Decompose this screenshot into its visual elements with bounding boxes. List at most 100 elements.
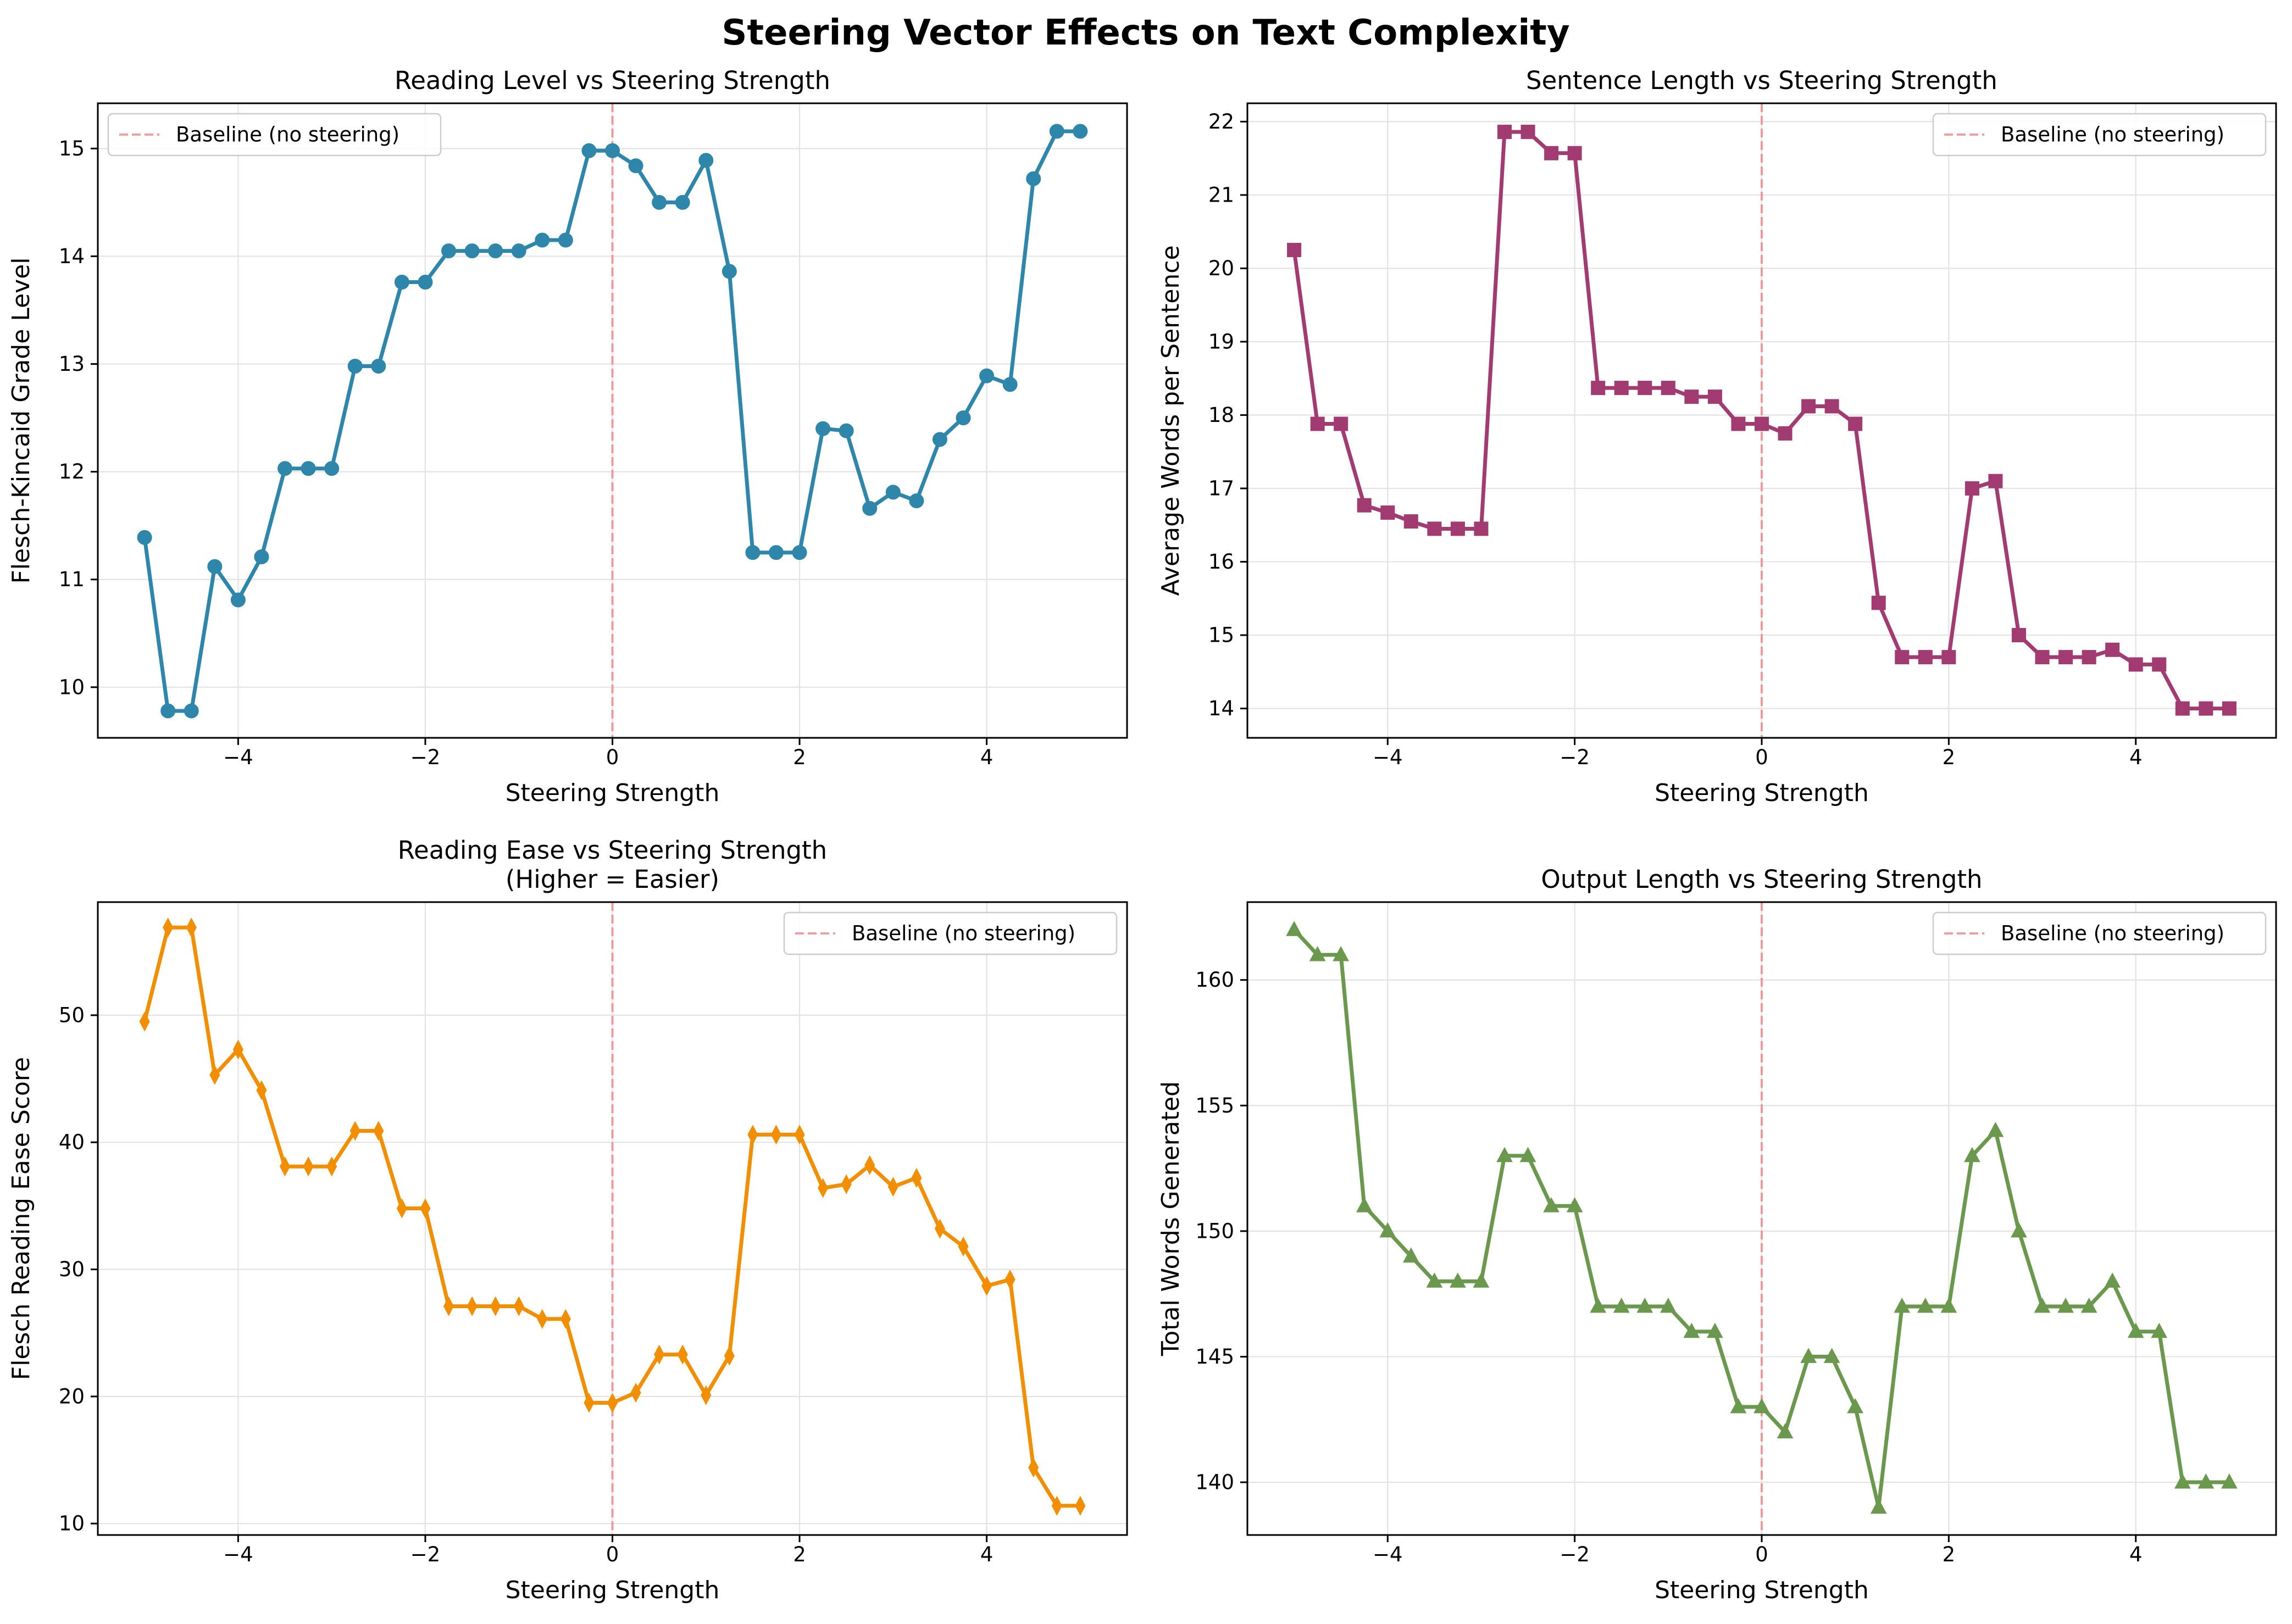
data-point xyxy=(1356,1197,1373,1213)
data-point xyxy=(1403,514,1418,529)
data-point xyxy=(230,592,246,608)
data-point xyxy=(394,275,409,290)
y-axis-label: Flesch-Kincaid Grade Level xyxy=(7,257,35,583)
data-point xyxy=(186,917,197,938)
chart-panel-3: −4 −2 0 2 4 10 20 30 40 50 Reading Ease vs Steerin… xyxy=(7,836,1128,1604)
data-point xyxy=(1753,1398,1770,1414)
data-point xyxy=(464,243,480,259)
data-point xyxy=(1590,1297,1607,1313)
legend: Baseline (no steering) xyxy=(1932,911,2267,955)
y-tick-label: 30 xyxy=(59,1258,85,1281)
data-point xyxy=(1755,416,1769,431)
data-point xyxy=(887,1177,898,1197)
data-point xyxy=(745,545,761,560)
data-point xyxy=(1496,1147,1513,1163)
x-tick-label: −2 xyxy=(410,1543,441,1566)
data-point xyxy=(2058,650,2073,665)
x-tick-label: 2 xyxy=(793,1543,806,1566)
data-point xyxy=(677,1344,688,1365)
data-point xyxy=(1940,1297,1957,1313)
data-point xyxy=(139,1011,150,1032)
y-tick-label: 150 xyxy=(1195,1219,1234,1243)
data-point xyxy=(1894,1297,1911,1313)
x-tick-label: 2 xyxy=(1943,746,1956,769)
x-axis-label: Steering Strength xyxy=(506,779,720,807)
legend-label: Baseline (no steering) xyxy=(2001,123,2224,147)
data-point xyxy=(2034,1297,2051,1313)
data-point xyxy=(979,368,995,383)
data-point xyxy=(163,917,174,938)
data-point xyxy=(768,545,784,560)
data-point xyxy=(1895,650,1910,665)
x-tick-label: 4 xyxy=(980,746,994,769)
data-point xyxy=(675,194,690,210)
data-point xyxy=(981,1276,992,1296)
y-axis-label: Total Words Generated xyxy=(1157,1081,1185,1356)
data-point xyxy=(396,1198,407,1219)
data-point xyxy=(1310,416,1325,431)
data-point xyxy=(792,545,807,560)
data-point xyxy=(1427,521,1442,536)
x-tick-label: −4 xyxy=(1373,746,1403,769)
data-point xyxy=(2152,657,2167,672)
data-point xyxy=(1660,1297,1677,1313)
data-point xyxy=(1638,381,1652,396)
data-point xyxy=(1005,1269,1015,1290)
data-point xyxy=(441,243,457,259)
data-point xyxy=(371,358,386,374)
data-point xyxy=(909,493,924,509)
data-point xyxy=(513,1296,524,1316)
data-point xyxy=(1286,921,1302,936)
data-point xyxy=(1450,1272,1466,1288)
data-point xyxy=(1333,946,1350,961)
data-point xyxy=(2221,1473,2238,1489)
data-point xyxy=(1731,416,1746,431)
legend: Baseline (no steering) xyxy=(107,113,442,157)
x-tick-label: 0 xyxy=(606,1543,619,1566)
data-point xyxy=(278,461,293,476)
data-point xyxy=(2105,642,2120,657)
data-point xyxy=(535,232,550,248)
legend-label: Baseline (no steering) xyxy=(176,123,399,147)
charts-layer: −4 −2 0 2 4 10 11 12 13 14 15 Reading Level vs Stee… xyxy=(7,66,2277,1604)
legend: Baseline (no steering) xyxy=(1932,113,2267,157)
y-tick-label: 140 xyxy=(1195,1471,1234,1494)
data-point xyxy=(1683,1322,1700,1338)
data-point xyxy=(1026,171,1041,186)
data-point xyxy=(160,703,176,719)
legend: Baseline (no steering) xyxy=(783,911,1118,955)
data-point xyxy=(2104,1272,2121,1288)
data-point xyxy=(1357,498,1372,513)
data-point xyxy=(207,559,223,574)
data-point xyxy=(1823,1348,1840,1363)
y-tick-label: 11 xyxy=(59,568,85,591)
data-point xyxy=(1988,474,2003,488)
data-point xyxy=(1028,1458,1039,1478)
data-point xyxy=(1474,521,1489,536)
data-point xyxy=(1778,426,1792,441)
data-point xyxy=(1636,1297,1653,1313)
data-point xyxy=(418,275,433,290)
data-point xyxy=(841,1174,852,1194)
legend-box xyxy=(1932,113,2267,157)
data-point xyxy=(1544,146,1559,160)
y-tick-label: 17 xyxy=(1208,477,1234,500)
y-tick-label: 20 xyxy=(1208,257,1234,280)
data-point xyxy=(1520,125,1535,140)
data-point xyxy=(885,485,901,500)
y-tick-label: 145 xyxy=(1195,1345,1234,1369)
y-tick-label: 15 xyxy=(1208,624,1234,647)
data-point xyxy=(2222,701,2236,716)
data-point xyxy=(326,1156,337,1177)
data-point xyxy=(1661,381,1675,396)
data-point xyxy=(1567,146,1582,160)
data-point xyxy=(1614,381,1629,396)
data-point xyxy=(1964,1147,1980,1163)
data-point xyxy=(722,264,737,279)
y-tick-label: 160 xyxy=(1195,968,1234,992)
data-point xyxy=(747,1125,758,1145)
data-point xyxy=(2035,650,2050,665)
data-point xyxy=(934,1219,946,1239)
x-tick-label: 0 xyxy=(1755,746,1768,769)
data-point xyxy=(2174,1473,2191,1489)
